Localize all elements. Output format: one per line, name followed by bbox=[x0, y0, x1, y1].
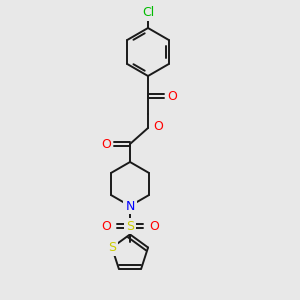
Text: O: O bbox=[101, 137, 111, 151]
Text: S: S bbox=[126, 220, 134, 232]
Text: O: O bbox=[101, 220, 111, 232]
Text: O: O bbox=[153, 119, 163, 133]
Text: O: O bbox=[167, 89, 177, 103]
Text: N: N bbox=[125, 200, 135, 212]
Text: Cl: Cl bbox=[142, 7, 154, 20]
Text: O: O bbox=[149, 220, 159, 232]
Text: S: S bbox=[108, 241, 116, 254]
